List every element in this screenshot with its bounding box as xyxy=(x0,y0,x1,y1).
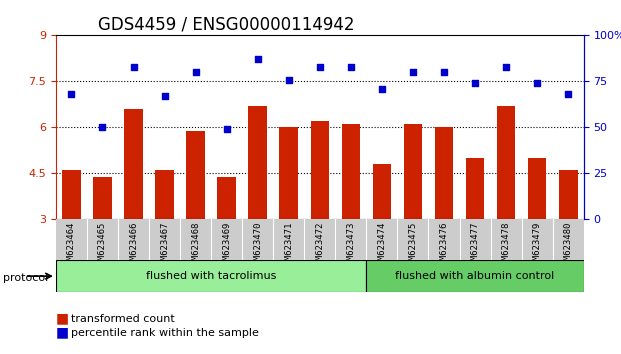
Point xyxy=(501,64,511,69)
Text: protocol: protocol xyxy=(3,273,48,283)
FancyBboxPatch shape xyxy=(56,260,366,292)
Point xyxy=(470,80,480,86)
Point xyxy=(439,69,449,75)
Text: GSM623471: GSM623471 xyxy=(284,222,293,270)
Text: GSM623464: GSM623464 xyxy=(67,222,76,270)
Bar xyxy=(310,121,329,219)
Bar xyxy=(373,164,391,219)
Point xyxy=(346,64,356,69)
Bar xyxy=(93,177,112,219)
Bar xyxy=(155,170,174,219)
Bar xyxy=(279,127,298,219)
Text: flushed with albumin control: flushed with albumin control xyxy=(396,271,555,281)
Point xyxy=(191,69,201,75)
Bar xyxy=(248,106,267,219)
Bar xyxy=(497,106,515,219)
Text: GSM623478: GSM623478 xyxy=(502,222,510,270)
Text: GSM623470: GSM623470 xyxy=(253,222,262,270)
Point xyxy=(408,69,418,75)
Text: GSM623472: GSM623472 xyxy=(315,222,324,270)
Text: percentile rank within the sample: percentile rank within the sample xyxy=(71,328,260,338)
Point xyxy=(160,93,170,99)
Point xyxy=(315,64,325,69)
Text: GSM623467: GSM623467 xyxy=(160,222,169,270)
FancyBboxPatch shape xyxy=(366,260,584,292)
Point xyxy=(253,57,263,62)
Point xyxy=(66,91,76,97)
Bar xyxy=(217,177,236,219)
Point xyxy=(532,80,542,86)
Text: GSM623473: GSM623473 xyxy=(347,222,355,270)
Text: ■: ■ xyxy=(56,326,69,340)
Text: GSM623466: GSM623466 xyxy=(129,222,138,270)
Bar xyxy=(342,124,360,219)
Text: GSM623469: GSM623469 xyxy=(222,222,231,270)
Text: flushed with tacrolimus: flushed with tacrolimus xyxy=(146,271,276,281)
Text: GSM623468: GSM623468 xyxy=(191,222,200,270)
Text: ■: ■ xyxy=(56,312,69,326)
Text: GSM623474: GSM623474 xyxy=(378,222,386,270)
Bar xyxy=(559,170,578,219)
Text: GSM623479: GSM623479 xyxy=(533,222,542,270)
Bar xyxy=(404,124,422,219)
Point xyxy=(563,91,573,97)
Point xyxy=(97,125,107,130)
Text: GSM623465: GSM623465 xyxy=(98,222,107,270)
Text: GSM623477: GSM623477 xyxy=(471,222,479,270)
Text: GSM623480: GSM623480 xyxy=(564,222,573,270)
Bar xyxy=(186,131,205,219)
Bar xyxy=(466,158,484,219)
Text: GSM623475: GSM623475 xyxy=(409,222,417,270)
Text: GDS4459 / ENSG00000114942: GDS4459 / ENSG00000114942 xyxy=(98,16,355,34)
Point xyxy=(284,77,294,82)
Bar xyxy=(62,170,81,219)
Bar xyxy=(435,127,453,219)
Text: transformed count: transformed count xyxy=(71,314,175,324)
Point xyxy=(377,86,387,92)
Point xyxy=(222,126,232,132)
Point xyxy=(129,64,138,69)
Bar xyxy=(124,109,143,219)
Bar xyxy=(528,158,546,219)
Text: GSM623476: GSM623476 xyxy=(440,222,448,270)
